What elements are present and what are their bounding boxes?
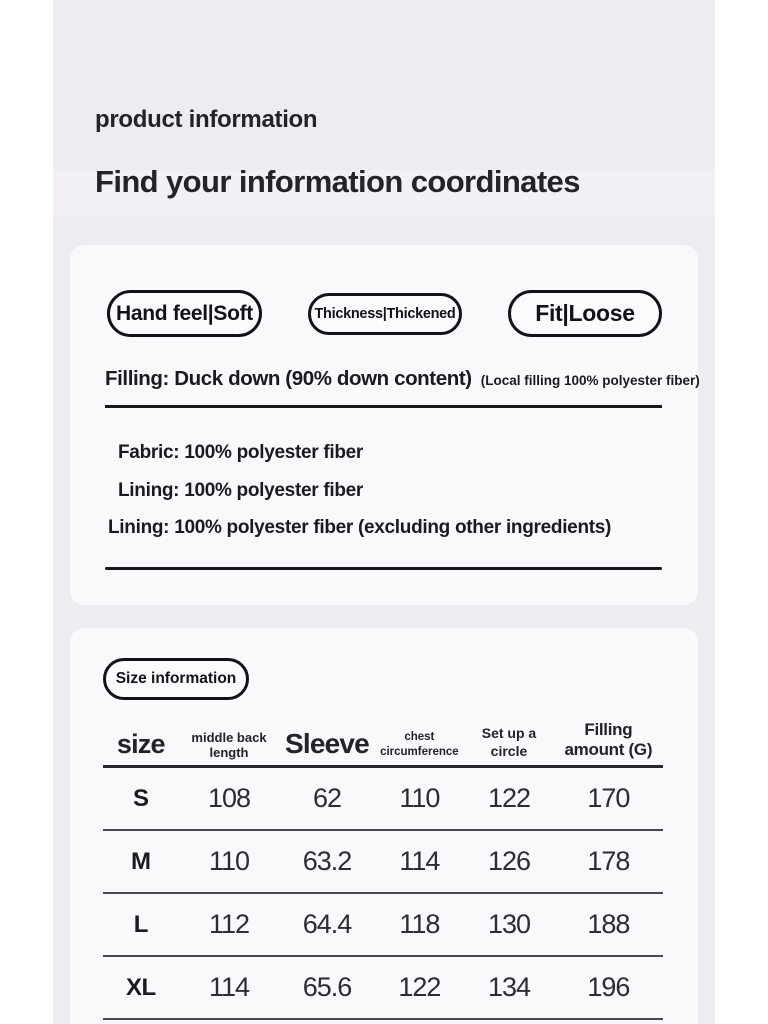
measurement-cell: 118 xyxy=(399,909,440,939)
filling-spec: Filling: Duck down (90% down content) xyxy=(105,367,472,390)
col-header-filling-amount: Filling amount (G) xyxy=(564,720,653,759)
page-title: Find your information coordinates xyxy=(95,164,580,199)
measurement-cell: 110 xyxy=(208,846,250,876)
col-header-set-up-circle: Set up a circle xyxy=(481,724,537,759)
measurement-cell: 63.2 xyxy=(302,846,353,876)
size-chart-card: Size information size middle back length… xyxy=(70,628,698,1024)
lining-extra-spec: Lining: 100% polyester fiber (excluding … xyxy=(108,517,612,538)
measurement-cell: 110 xyxy=(399,783,440,813)
measurement-cell: 130 xyxy=(487,909,531,939)
tag-fit: Fit|Loose xyxy=(508,290,662,337)
size-label-cell: S xyxy=(133,784,149,812)
size-table: size middle back length Sleeve chest cir… xyxy=(103,716,663,1020)
table-row: M 110 63.2 114 126 178 xyxy=(103,831,663,894)
measurement-cell: 108 xyxy=(207,783,251,813)
col-header-size: size xyxy=(116,729,166,759)
col-header-back-length: middle back length xyxy=(191,730,267,760)
table-row: S 108 62 110 122 170 xyxy=(103,768,663,831)
table-row: XL 114 65.6 122 134 196 xyxy=(103,957,663,1020)
section-subtitle: product information xyxy=(95,106,318,133)
product-attributes-card: Hand feel|Soft Thickness|Thickened Fit|L… xyxy=(70,245,700,605)
measurement-cell: 62 xyxy=(312,783,342,813)
measurement-cell: 64.4 xyxy=(302,909,353,939)
size-table-header: size middle back length Sleeve chest cir… xyxy=(103,716,663,765)
measurement-cell: 114 xyxy=(208,972,250,1002)
col-header-chest: chest circumference xyxy=(380,731,459,759)
col-header-sleeve: Sleeve xyxy=(285,728,370,759)
tag-thickness: Thickness|Thickened xyxy=(308,292,462,335)
measurement-cell: 122 xyxy=(398,972,441,1002)
lining-spec: Lining: 100% polyester fiber xyxy=(118,480,363,501)
measurement-cell: 134 xyxy=(487,972,531,1002)
fabric-spec: Fabric: 100% polyester fiber xyxy=(118,442,364,463)
divider-line xyxy=(105,567,662,570)
size-label-cell: M xyxy=(131,847,151,875)
measurement-cell: 170 xyxy=(587,783,630,813)
filling-note: (Local filling 100% polyester fiber) xyxy=(480,373,700,388)
measurement-cell: 65.6 xyxy=(302,972,353,1002)
filling-spec-row: Filling: Duck down (90% down content) (L… xyxy=(105,367,700,391)
feature-tags-row: Hand feel|Soft Thickness|Thickened Fit|L… xyxy=(107,290,662,337)
measurement-cell: 196 xyxy=(587,972,630,1002)
size-information-badge: Size information xyxy=(103,658,249,700)
size-label-cell: XL xyxy=(125,973,156,1001)
size-label-cell: L xyxy=(133,910,149,938)
measurement-cell: 188 xyxy=(587,909,630,939)
header-divider-line xyxy=(103,765,663,768)
measurement-cell: 122 xyxy=(487,783,531,813)
size-table-body: S 108 62 110 122 170 M 110 63.2 114 126 178 L 112 64.4… xyxy=(103,768,663,1020)
table-row: L 112 64.4 118 130 188 xyxy=(103,894,663,957)
measurement-cell: 114 xyxy=(399,846,440,876)
measurement-cell: 126 xyxy=(487,846,531,876)
title-highlight-band xyxy=(53,170,715,216)
divider-line xyxy=(105,405,662,408)
measurement-cell: 112 xyxy=(208,909,250,939)
measurement-cell: 178 xyxy=(587,846,630,876)
tag-hand-feel: Hand feel|Soft xyxy=(107,290,262,337)
